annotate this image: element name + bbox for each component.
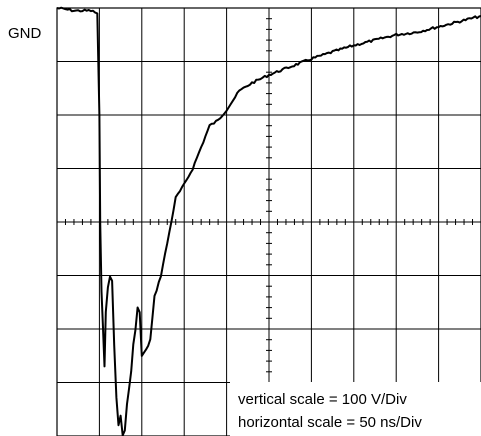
vertical-scale-annotation: vertical scale = 100 V/Div bbox=[238, 391, 407, 408]
waveform-trace-group bbox=[56, 6, 481, 436]
center-axis-ticks bbox=[64, 18, 474, 426]
annotation-backdrop bbox=[230, 382, 481, 436]
horizontal-scale-annotation: horizontal scale = 50 ns/Div bbox=[238, 414, 422, 431]
waveform-trace bbox=[56, 6, 481, 436]
ground-reference-label: GND bbox=[8, 25, 42, 42]
